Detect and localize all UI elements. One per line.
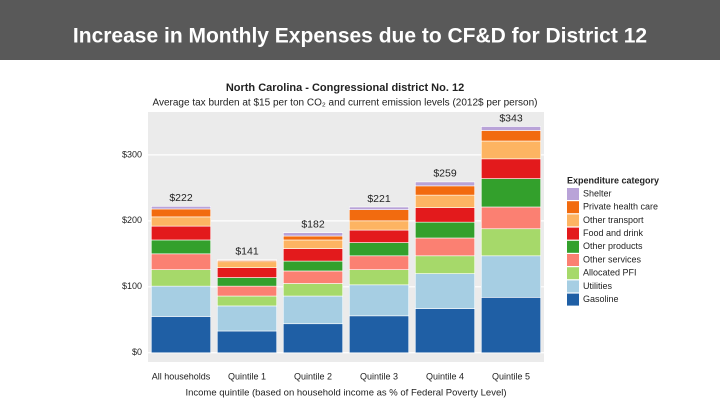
bar-segment [348,206,409,210]
x-tick-label: Quintile 1 [228,371,266,381]
bar-segment [217,285,278,297]
legend-title: Expenditure category [567,175,659,185]
legend-label: Other products [583,241,643,251]
bar-segment [414,181,475,187]
bar-segment [282,239,343,249]
slide-title: Increase in Monthly Expenses due to CF&D… [73,25,647,48]
legend-swatch [567,267,579,280]
bar-segment [348,315,409,354]
bar-segment [217,259,278,261]
bar-segment [217,295,278,307]
bar-segment [414,185,475,196]
total-label: $259 [433,168,457,180]
x-tick-label: Quintile 5 [492,371,530,381]
bar-segment [217,330,278,354]
x-axis-title: Income quintile (based on household inco… [185,388,506,399]
bar-segment [151,285,212,317]
bar-segment [282,232,343,237]
bar-segment [414,308,475,354]
bar-segment [282,270,343,284]
y-tick-label: $200 [122,215,142,225]
bar-segment [282,323,343,354]
bar-segment [282,260,343,272]
bar-segment [217,261,278,268]
y-tick-label: $0 [132,347,142,357]
legend-label: Allocated PFI [583,268,637,278]
plot-area [148,112,544,362]
legend-label: Gasoline [583,294,619,304]
bar-segment [480,140,541,160]
total-label: $222 [169,192,193,204]
legend-label: Other services [583,254,642,264]
bar-segment [217,277,278,287]
total-label: $343 [499,112,523,124]
bar-segment [348,220,409,231]
legend-label: Private health care [583,202,658,212]
x-tick-label: Quintile 3 [360,371,398,381]
bar-segment [480,178,541,208]
chart-title: North Carolina - Congressional district … [226,82,464,94]
x-tick-label: Quintile 4 [426,371,464,381]
bar-segment [151,269,212,287]
bar-segment [414,273,475,309]
bar-segment [480,228,541,257]
bar-segment [480,158,541,179]
chart-subtitle: Average tax burden at $15 per ton CO₂ an… [152,98,537,109]
legend-label: Utilities [583,281,613,291]
y-tick-label: $100 [122,281,142,291]
bar-segment [414,207,475,223]
bar-segment [480,297,541,354]
bar-segment [282,283,343,297]
bar-segment [414,221,475,239]
x-tick-label: All households [152,371,211,381]
legend-swatch [567,214,579,227]
legend-swatch [567,227,579,240]
bar-segment [348,209,409,222]
bar-segment [151,216,212,227]
bar-segment [414,255,475,274]
bar-segment [151,239,212,255]
bar-segment [151,206,212,210]
x-tick-label: Quintile 2 [294,371,332,381]
bar-segment [151,208,212,218]
bar-segment [414,194,475,208]
legend-swatch [567,240,579,253]
legend-swatch [567,293,579,306]
total-label: $141 [235,246,259,258]
bar-segment [151,316,212,354]
bar-segment [217,267,278,278]
legend-swatch [567,188,579,200]
y-tick-label: $300 [122,149,142,159]
legend-swatch [567,201,579,214]
bar-segment [282,295,343,325]
bar-segment [348,269,409,286]
header-band [0,0,720,60]
bar-segment [282,248,343,262]
bar-segment [282,235,343,241]
total-label: $182 [301,218,325,230]
bar-segment [480,206,541,230]
bar-segment [348,284,409,317]
bar-segment [480,126,541,131]
bar-segment [480,255,541,298]
legend-swatch [567,254,579,266]
bar-segment [348,255,409,270]
total-label: $221 [367,193,391,205]
legend-label: Shelter [583,188,612,198]
bar-segment [151,225,212,241]
bar-segment [217,305,278,332]
legend-label: Other transport [583,215,644,225]
bar-segment [151,253,212,270]
bar-segment [348,242,409,257]
bar-segment [414,237,475,257]
bar-segment [480,130,541,142]
bar-segment [348,229,409,243]
legend-label: Food and drink [583,228,644,238]
legend-swatch [567,280,579,293]
